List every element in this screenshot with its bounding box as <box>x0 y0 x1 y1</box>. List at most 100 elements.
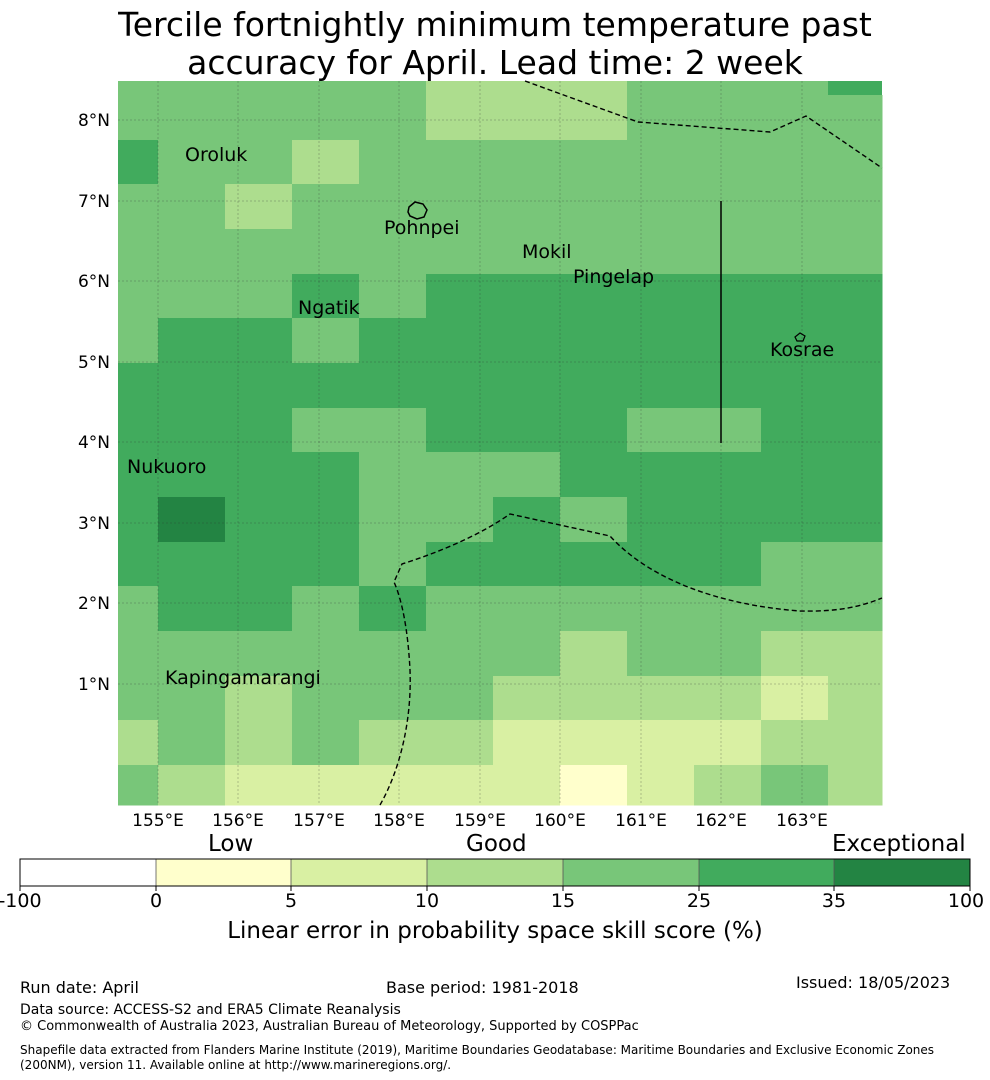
grid-cell <box>225 542 293 587</box>
grid-cell <box>493 229 561 275</box>
longitude-label: 157°E <box>293 811 345 831</box>
colorbar-tick: 25 <box>686 890 712 912</box>
grid-cell <box>560 720 628 766</box>
grid-cell <box>118 631 159 677</box>
grid-cell <box>828 497 883 543</box>
grid-cell <box>694 676 762 721</box>
longitude-label: 160°E <box>534 811 586 831</box>
longitude-label: 158°E <box>373 811 425 831</box>
colorbar-segment <box>834 859 970 886</box>
grid-cell <box>694 318 762 364</box>
colorbar-segment <box>156 859 291 886</box>
grid-cell <box>426 81 493 96</box>
longitude-label: 156°E <box>212 811 264 831</box>
grid-cell <box>493 140 561 185</box>
graticule <box>118 81 882 805</box>
grid-cell <box>828 229 883 275</box>
grid-cell <box>694 720 762 766</box>
grid-cell <box>627 676 695 721</box>
grid-cell <box>359 497 427 543</box>
grid-cell <box>426 452 494 498</box>
grid-cell <box>560 452 628 498</box>
grid-cell <box>493 408 561 453</box>
grid-cell <box>493 95 561 141</box>
grid-cell <box>761 318 829 364</box>
grid-cell <box>225 408 293 453</box>
grid-cell <box>359 318 427 364</box>
grid-cell <box>761 95 829 141</box>
grid-cell <box>359 274 427 319</box>
grid-cell <box>761 81 828 96</box>
colorbar-word-exceptional: Exceptional <box>832 831 966 857</box>
grid-cell <box>627 318 695 364</box>
grid-cell <box>828 363 883 409</box>
colorbar-tick: 5 <box>284 890 298 912</box>
grid-cell <box>694 586 762 632</box>
grid-cell <box>493 765 561 806</box>
grid-cell <box>225 765 293 806</box>
grid-cell <box>493 542 561 587</box>
grid-cell <box>225 586 293 632</box>
grid-cell <box>560 542 628 587</box>
grid-cell <box>560 363 628 409</box>
colorbar-outline <box>19 858 971 887</box>
grid-cell <box>426 676 494 721</box>
grid-cell <box>828 676 883 721</box>
grid-cell <box>359 81 426 96</box>
run-date: Run date: April <box>20 978 139 997</box>
title-line-2: accuracy for April. Lead time: 2 week <box>187 43 803 82</box>
grid-cell <box>426 184 494 230</box>
grid-cell <box>560 140 628 185</box>
grid-cell <box>560 274 628 319</box>
pohnpei-island <box>407 201 428 220</box>
grid-cell <box>158 184 226 230</box>
colorbar-tick: 100 <box>947 890 985 912</box>
grid-cell <box>627 497 695 543</box>
place-label-kapingamarangi: Kapingamarangi <box>165 667 321 689</box>
grid-cell <box>426 363 494 409</box>
grid-cell <box>118 184 159 230</box>
grid-cell <box>627 631 695 677</box>
grid-cell <box>426 542 494 587</box>
grid-cell <box>627 586 695 632</box>
latitude-label: 2°N <box>78 594 110 614</box>
grid-cell <box>493 720 561 766</box>
grid-cell <box>118 542 159 587</box>
issued-date: Issued: 18/05/2023 <box>796 973 951 992</box>
grid-cell <box>828 765 883 806</box>
latitude-label: 8°N <box>78 111 110 131</box>
place-label-kosrae: Kosrae <box>770 339 834 361</box>
place-label-pingelap: Pingelap <box>573 266 654 288</box>
grid-cell <box>761 184 829 230</box>
grid-cell <box>158 363 226 409</box>
grid-cell <box>292 542 360 587</box>
grid-cell <box>225 229 293 275</box>
place-label-pohnpei: Pohnpei <box>384 217 460 239</box>
grid-cell <box>761 363 829 409</box>
grid-cell <box>225 95 293 141</box>
grid-cell <box>493 81 560 96</box>
grid-cell <box>118 274 159 319</box>
latitude-tick-labels: 8°N 7°N 6°N 5°N 4°N 3°N 2°N 1°N <box>78 111 110 695</box>
data-source: Data source: ACCESS-S2 and ERA5 Climate … <box>20 1002 401 1018</box>
grid-cell <box>560 676 628 721</box>
grid-cell <box>627 408 695 453</box>
grid-cell <box>426 274 494 319</box>
grid-cell <box>118 81 158 96</box>
grid-cell <box>158 408 226 453</box>
grid-cell <box>426 229 494 275</box>
longitude-label: 159°E <box>454 811 506 831</box>
colorbar-segment <box>563 859 699 886</box>
grid-cell <box>359 542 427 587</box>
grid-cell <box>560 95 628 141</box>
grid-cell <box>426 408 494 453</box>
colorbar-segment <box>699 859 834 886</box>
grid-cell <box>225 140 293 185</box>
grid-cell <box>225 497 293 543</box>
grid-cell <box>627 765 695 806</box>
grid-cell <box>359 676 427 721</box>
grid-cell <box>225 81 292 96</box>
grid-cell <box>158 720 226 766</box>
grid-cell <box>694 631 762 677</box>
grid-cell <box>426 586 494 632</box>
